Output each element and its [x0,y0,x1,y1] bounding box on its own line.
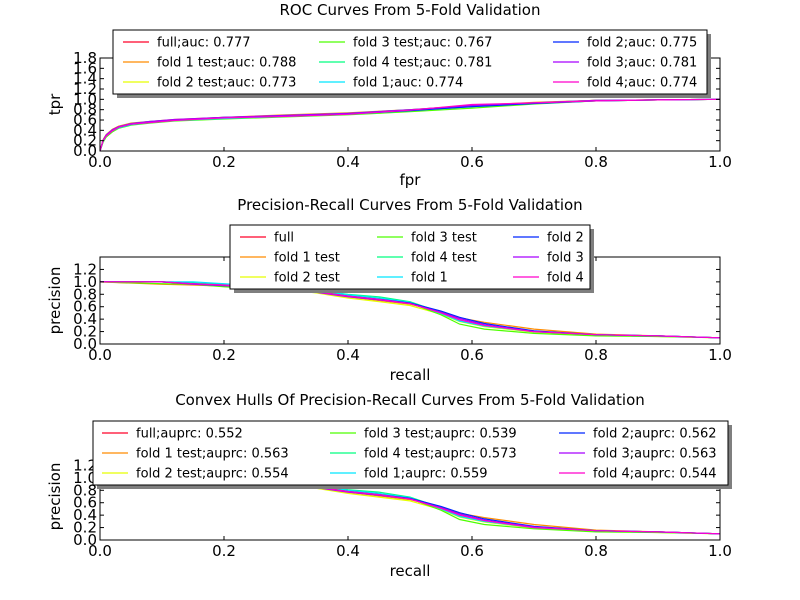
x-tick-label: 0.8 [584,542,608,560]
x-tick-label: 1.0 [708,153,732,171]
x-tick-label: 0.8 [584,346,608,364]
legend-entry: fold 4 test;auc: 0.781 [353,56,492,71]
y-axis-label: precision [46,463,64,531]
legend: full fold 1 test fold 2 test fold 3 test fol… [229,224,594,293]
legend-box [92,420,729,486]
y-tick-label: 1.6 [73,59,97,77]
y-tick-label: 1.0 [73,90,97,108]
x-tick-label: 0.6 [460,153,484,171]
y-tick-label: 0.8 [73,285,97,303]
y-tick-label: 0.4 [73,121,97,139]
legend-entry: fold 4;auc: 0.774 [587,76,697,91]
y-tick-label: 0.8 [73,481,97,499]
chart-panel-3: Convex Hulls Of Precision-Recall Curves … [46,391,732,580]
legend-entry: fold 1;auprc: 0.559 [364,467,488,482]
legend-entry: fold 2 test;auc: 0.773 [157,76,296,91]
x-tick-label: 0.0 [88,346,112,364]
chart-panel-2: Precision-Recall Curves From 5-Fold Vali… [46,196,732,384]
y-tick-label: 0.0 [73,531,97,549]
legend-entry: fold 2 [547,231,584,246]
y-tick-label: 0.8 [73,101,97,119]
chart-title: ROC Curves From 5-Fold Validation [280,1,541,19]
y-tick-label: 1.2 [73,260,97,278]
x-axis-label: fpr [400,171,422,189]
y-tick-label: 0.2 [73,519,97,537]
chart-title: Precision-Recall Curves From 5-Fold Vali… [237,196,582,214]
y-tick-label: 0.2 [73,132,97,150]
y-tick-label: 0.6 [73,111,97,129]
legend-entry: fold 1;auc: 0.774 [353,76,463,91]
y-tick-label: 1.2 [73,80,97,98]
y-tick-label: 1.2 [73,456,97,474]
legend-entry: fold 2;auprc: 0.562 [593,427,717,442]
x-tick-label: 0.2 [212,153,236,171]
y-tick-label: 0.4 [73,310,97,328]
x-tick-label: 0.2 [212,542,236,560]
legend-entry: fold 3 [547,251,584,266]
y-tick-label: 0.0 [73,142,97,160]
x-tick-label: 0.2 [212,346,236,364]
legend-entry: fold 1 test;auc: 0.788 [157,56,296,71]
x-tick-label: 1.0 [708,346,732,364]
x-tick-label: 0.6 [460,346,484,364]
legend-entry: full;auc: 0.777 [157,36,251,51]
legend: full;auc: 0.777 fold 1 test;auc: 0.788 fol… [112,29,711,98]
x-axis-label: recall [390,366,431,384]
x-tick-label: 0.0 [88,542,112,560]
legend-entry: fold 4 test [411,251,477,266]
series-line-9 [100,281,720,339]
y-tick-label: 0.6 [73,494,97,512]
legend-entry: fold 2 test;auprc: 0.554 [136,467,289,482]
x-tick-label: 0.8 [584,153,608,171]
legend-box [229,224,591,290]
legend-entry: fold 4;auprc: 0.544 [593,467,717,482]
legend-box [112,29,708,95]
legend-entry: fold 3 test [411,231,477,246]
x-tick-label: 0.4 [336,153,360,171]
x-tick-label: 0.4 [336,542,360,560]
y-axis-label: precision [46,267,64,335]
series-line-9 [100,98,720,151]
y-tick-label: 1.4 [73,70,97,88]
legend-entry: full [274,231,294,246]
y-tick-label: 0.0 [73,335,97,353]
x-axis-label: recall [390,562,431,580]
y-axis-label: tpr [46,93,64,115]
legend-entry: fold 1 test;auprc: 0.563 [136,447,289,462]
y-tick-label: 0.6 [73,298,97,316]
x-tick-label: 0.6 [460,542,484,560]
legend-entry: fold 1 test [274,251,340,266]
series-lines [100,281,720,339]
legend-entry: fold 4 [547,271,584,286]
legend-entry: fold 3;auc: 0.781 [587,56,697,71]
chart-title: Convex Hulls Of Precision-Recall Curves … [175,391,645,409]
legend-entry: fold 2;auc: 0.775 [587,36,697,51]
y-tick-label: 0.4 [73,506,97,524]
x-tick-label: 1.0 [708,542,732,560]
legend-entry: fold 3 test;auprc: 0.539 [364,427,517,442]
series-lines [100,98,720,151]
x-tick-label: 0.4 [336,346,360,364]
legend-entry: fold 1 [411,271,448,286]
y-tick-label: 1.0 [73,273,97,291]
legend-entry: fold 3 test;auc: 0.767 [353,36,492,51]
legend-entry: full;auprc: 0.552 [136,427,243,442]
legend-entry: fold 3;auprc: 0.563 [593,447,717,462]
y-tick-label: 0.2 [73,323,97,341]
legend: full;auprc: 0.552 fold 1 test;auprc: 0.56… [92,420,732,489]
legend-entry: fold 2 test [274,271,340,286]
y-tick-label: 1.0 [73,469,97,487]
legend-entry: fold 4 test;auprc: 0.573 [364,447,517,462]
x-tick-label: 0.0 [88,153,112,171]
y-tick-label: 1.8 [73,49,97,67]
